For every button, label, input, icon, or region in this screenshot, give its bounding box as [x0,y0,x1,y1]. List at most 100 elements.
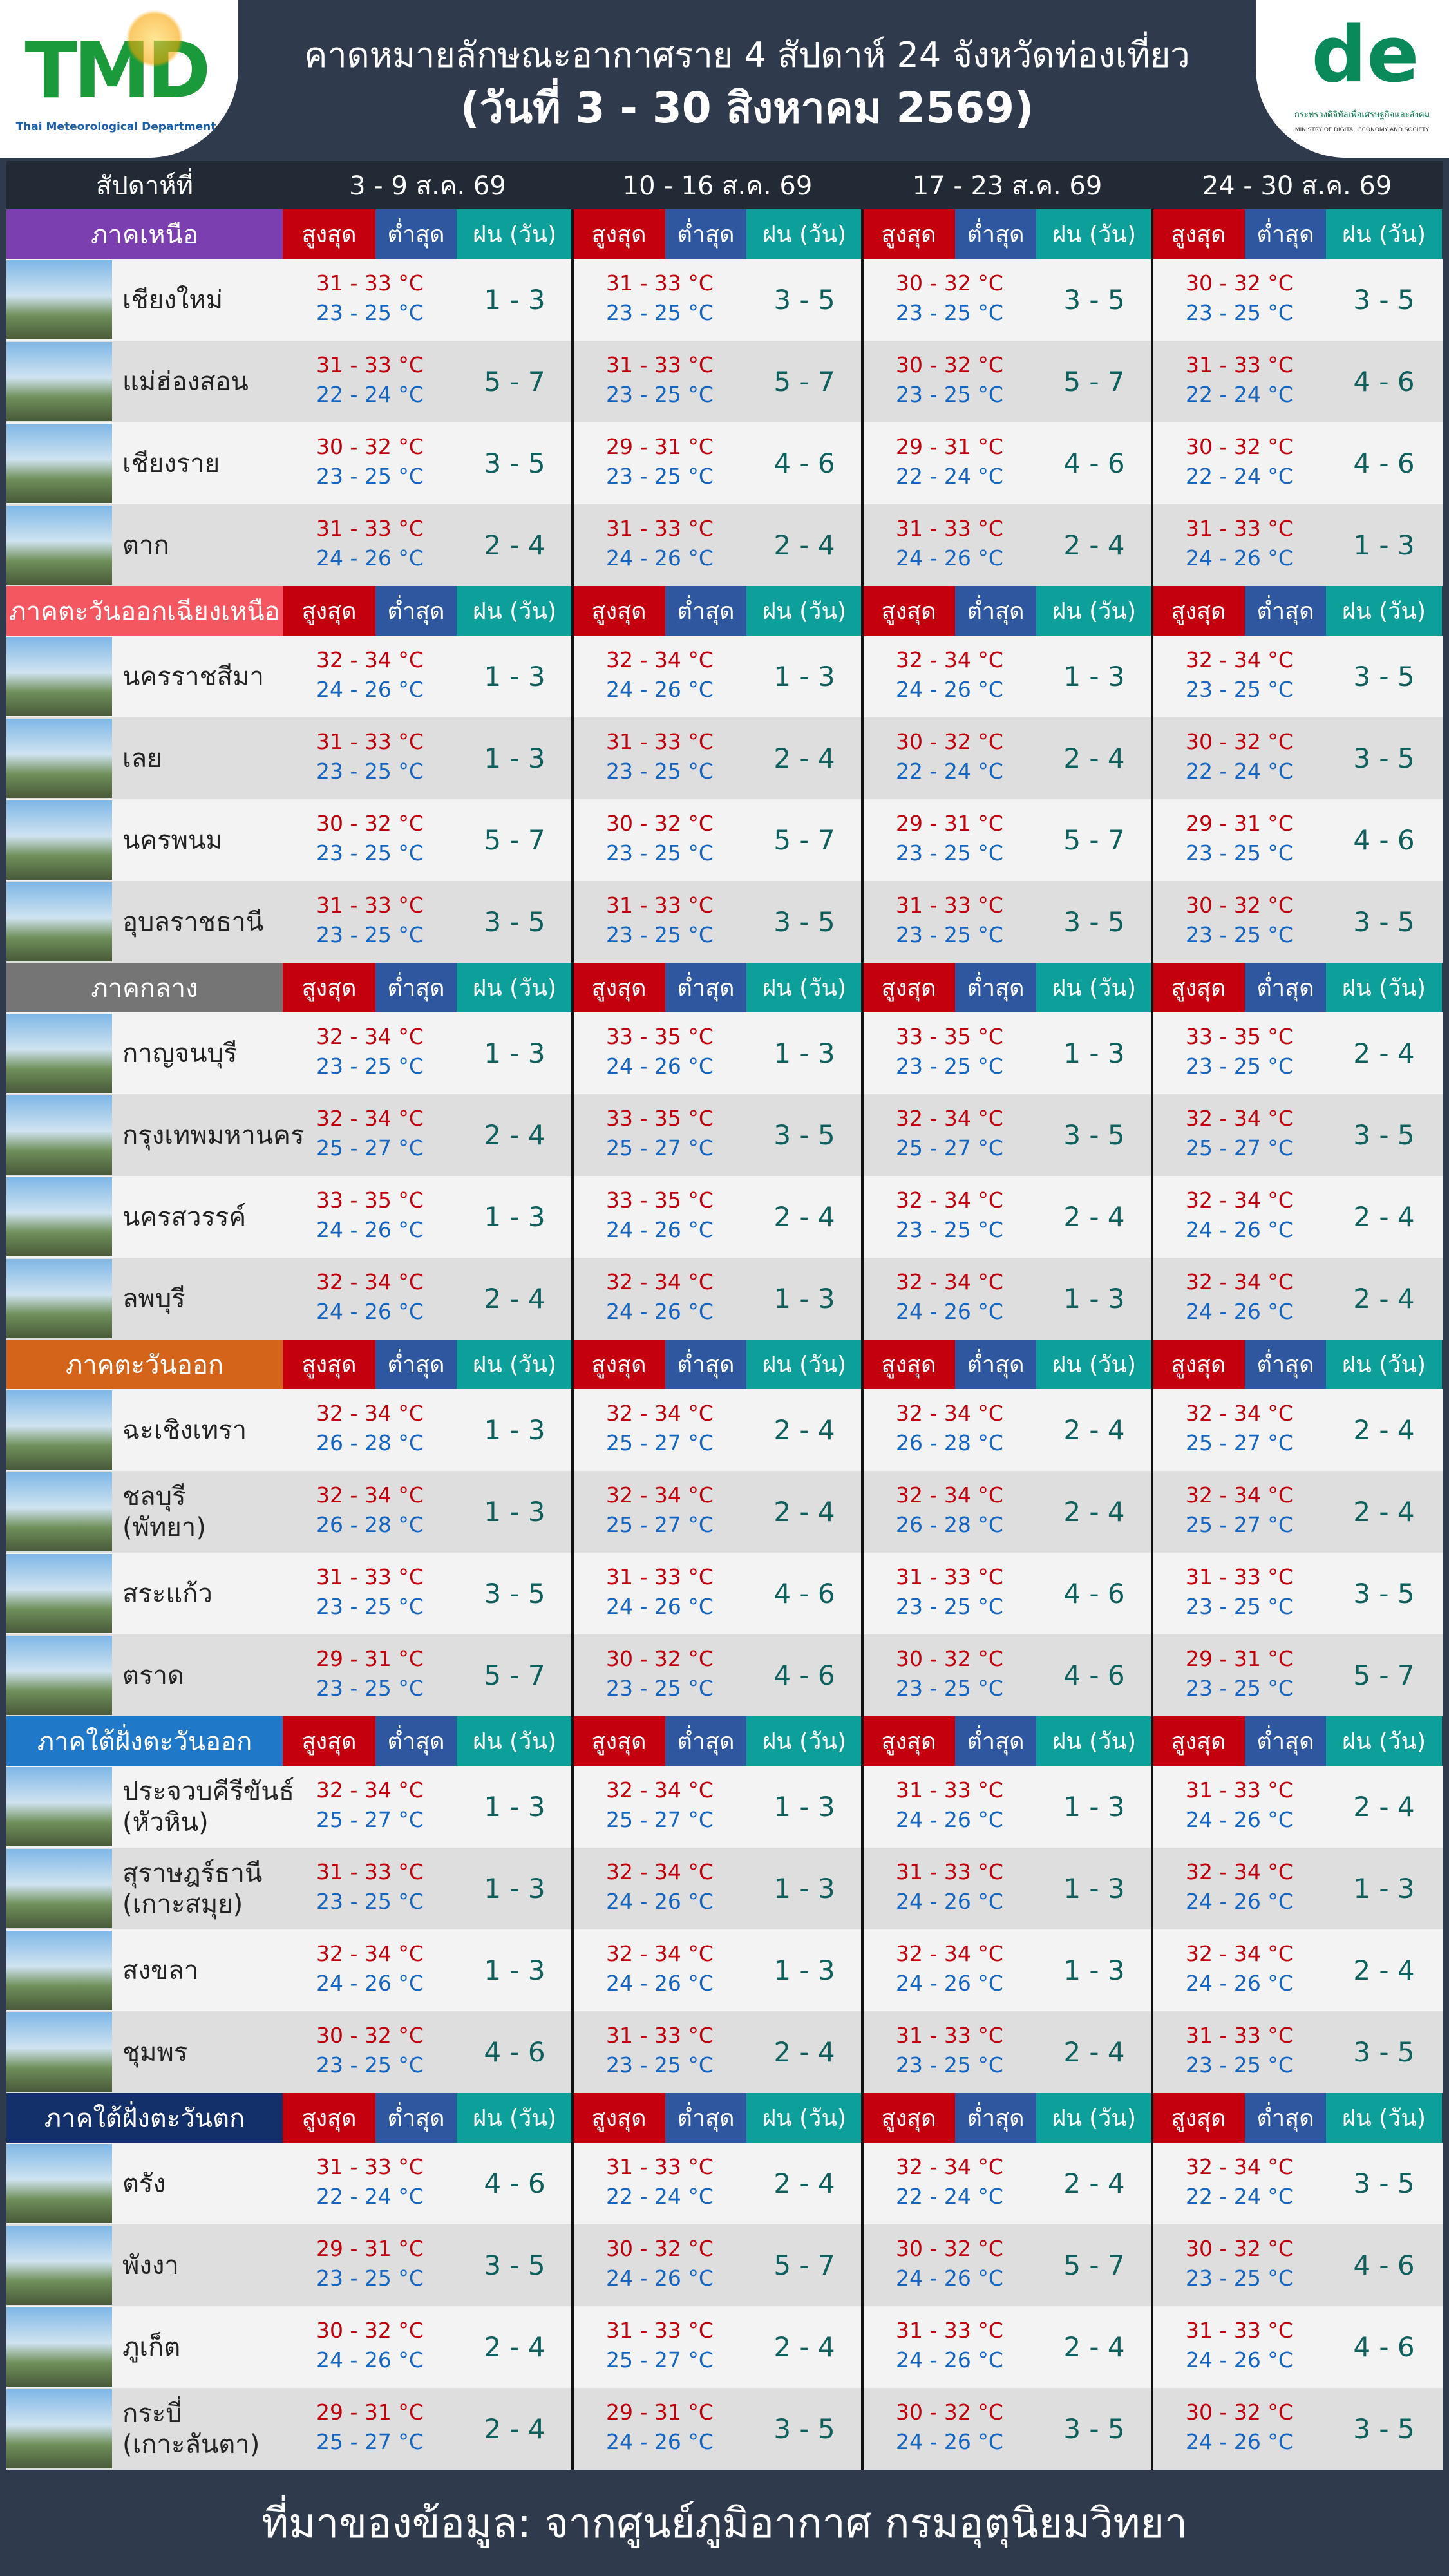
rain-days: 1 - 3 [484,1414,545,1446]
column-label: ต่ำสุด [955,963,1036,1012]
rain-days: 1 - 3 [1063,1037,1125,1069]
column-label: ฝน (วัน) [457,1716,573,1766]
max-temp: 32 - 34 °C [896,2154,1003,2179]
column-label: ฝน (วัน) [457,586,573,636]
rain-days: 3 - 5 [773,1119,835,1151]
column-label: ฝน (วัน) [457,1340,573,1389]
max-temp: 32 - 34 °C [316,1106,424,1131]
week-separator [571,209,574,2470]
province-photo [6,1849,112,1928]
max-temp: 31 - 33 °C [606,270,714,296]
max-temp: 32 - 34 °C [606,1269,714,1294]
min-temp: 22 - 24 °C [1186,464,1293,489]
logo-mark: TMD [24,26,211,116]
max-temp: 31 - 33 °C [316,352,424,377]
province-name: นครราชสีมา [122,661,264,692]
week-label: 10 - 16 ส.ค. 69 [622,171,813,201]
table-head [6,161,1443,209]
rain-days: 3 - 5 [1353,661,1415,692]
max-temp: 29 - 31 °C [896,811,1003,836]
column-label: ต่ำสุด [955,209,1036,259]
max-temp: 31 - 33 °C [316,1859,424,1884]
min-temp: 25 - 27 °C [316,1807,424,1832]
max-temp: 31 - 33 °C [606,2318,714,2343]
rain-days: 2 - 4 [1353,1201,1415,1233]
max-temp: 32 - 34 °C [606,1777,714,1803]
max-temp: 32 - 34 °C [606,1401,714,1426]
min-temp: 24 - 26 °C [316,677,424,702]
province-photo [6,637,112,716]
max-temp: 32 - 34 °C [1186,1859,1293,1884]
province-name: ตาก [122,530,169,560]
min-temp: 23 - 25 °C [316,1054,424,1079]
province-photo [6,1931,112,2010]
rain-days: 3 - 5 [1353,743,1415,774]
week-separator [1151,209,1153,2470]
rain-days: 2 - 4 [1063,1414,1125,1446]
max-temp: 31 - 33 °C [316,893,424,918]
province-name: ตรัง [122,2168,166,2199]
rain-days: 3 - 5 [773,906,835,938]
province-name: อุบลราชธานี [122,907,264,937]
province-name: ตราด [122,1660,184,1690]
min-temp: 24 - 26 °C [606,1971,714,1996]
min-temp: 23 - 25 °C [316,2266,424,2291]
column-label: สูงสุด [283,586,375,636]
max-temp: 31 - 33 °C [1186,2023,1293,2048]
column-label: ฝน (วัน) [1326,586,1442,636]
province-name: นครพนม [122,825,223,855]
rain-days: 1 - 3 [1063,1873,1125,1904]
province-photo [6,2307,112,2387]
min-temp: 26 - 28 °C [896,1512,1003,1537]
week-label: 24 - 30 ส.ค. 69 [1202,171,1392,201]
column-label: สูงสุด [283,1340,375,1389]
min-temp: 24 - 26 °C [316,1971,424,1996]
max-temp: 32 - 34 °C [896,1269,1003,1294]
min-temp: 24 - 26 °C [896,1299,1003,1324]
rain-days: 3 - 5 [773,284,835,316]
province-name: เชียงราย [122,448,220,478]
rain-days: 2 - 4 [1063,2331,1125,2363]
column-label: ฝน (วัน) [1326,963,1442,1012]
column-label: ต่ำสุด [665,1716,746,1766]
province-photo [6,1095,112,1175]
rain-days: 1 - 3 [773,1037,835,1069]
rain-days: 1 - 3 [484,1791,545,1823]
province-photo [6,1636,112,1715]
rain-days: 1 - 3 [484,1201,545,1233]
province-row [6,422,1443,504]
column-label: สูงสุด [573,586,665,636]
column-label: ต่ำสุด [665,963,746,1012]
column-label: ฝน (วัน) [746,1340,862,1389]
rain-days: 3 - 5 [484,2249,545,2281]
max-temp: 32 - 34 °C [896,1188,1003,1213]
max-temp: 30 - 32 °C [316,811,424,836]
min-temp: 24 - 26 °C [606,1217,714,1242]
max-temp: 30 - 32 °C [316,434,424,459]
title: คาดหมายลักษณะอากาศราย 4 สัปดาห์ 24 จังหว… [304,35,1190,75]
rain-days: 2 - 4 [484,1283,545,1314]
min-temp: 22 - 24 °C [896,464,1003,489]
province-photo [6,424,112,503]
column-label: ต่ำสุด [375,963,457,1012]
min-temp: 23 - 25 °C [316,300,424,325]
province-photo [6,1177,112,1256]
province-photo [6,1767,112,1846]
max-temp: 30 - 32 °C [316,2023,424,2048]
max-temp: 31 - 33 °C [896,516,1003,541]
column-label: ฝน (วัน) [1326,209,1442,259]
rain-days: 1 - 3 [773,1791,835,1823]
column-label: ฝน (วัน) [1326,2093,1442,2143]
max-temp: 31 - 33 °C [606,893,714,918]
province-row [6,1094,1443,1176]
min-temp: 23 - 25 °C [1186,840,1293,866]
rain-days: 1 - 3 [773,1873,835,1904]
province-name: ชุมพร [122,2037,188,2067]
rain-days: 2 - 4 [1063,529,1125,561]
min-temp: 24 - 26 °C [1186,1889,1293,1914]
column-label: ฝน (วัน) [1326,1340,1442,1389]
rain-days: 3 - 5 [1063,284,1125,316]
rain-days: 4 - 6 [484,2168,545,2199]
max-temp: 32 - 34 °C [1186,1269,1293,1294]
min-temp: 24 - 26 °C [316,1217,424,1242]
